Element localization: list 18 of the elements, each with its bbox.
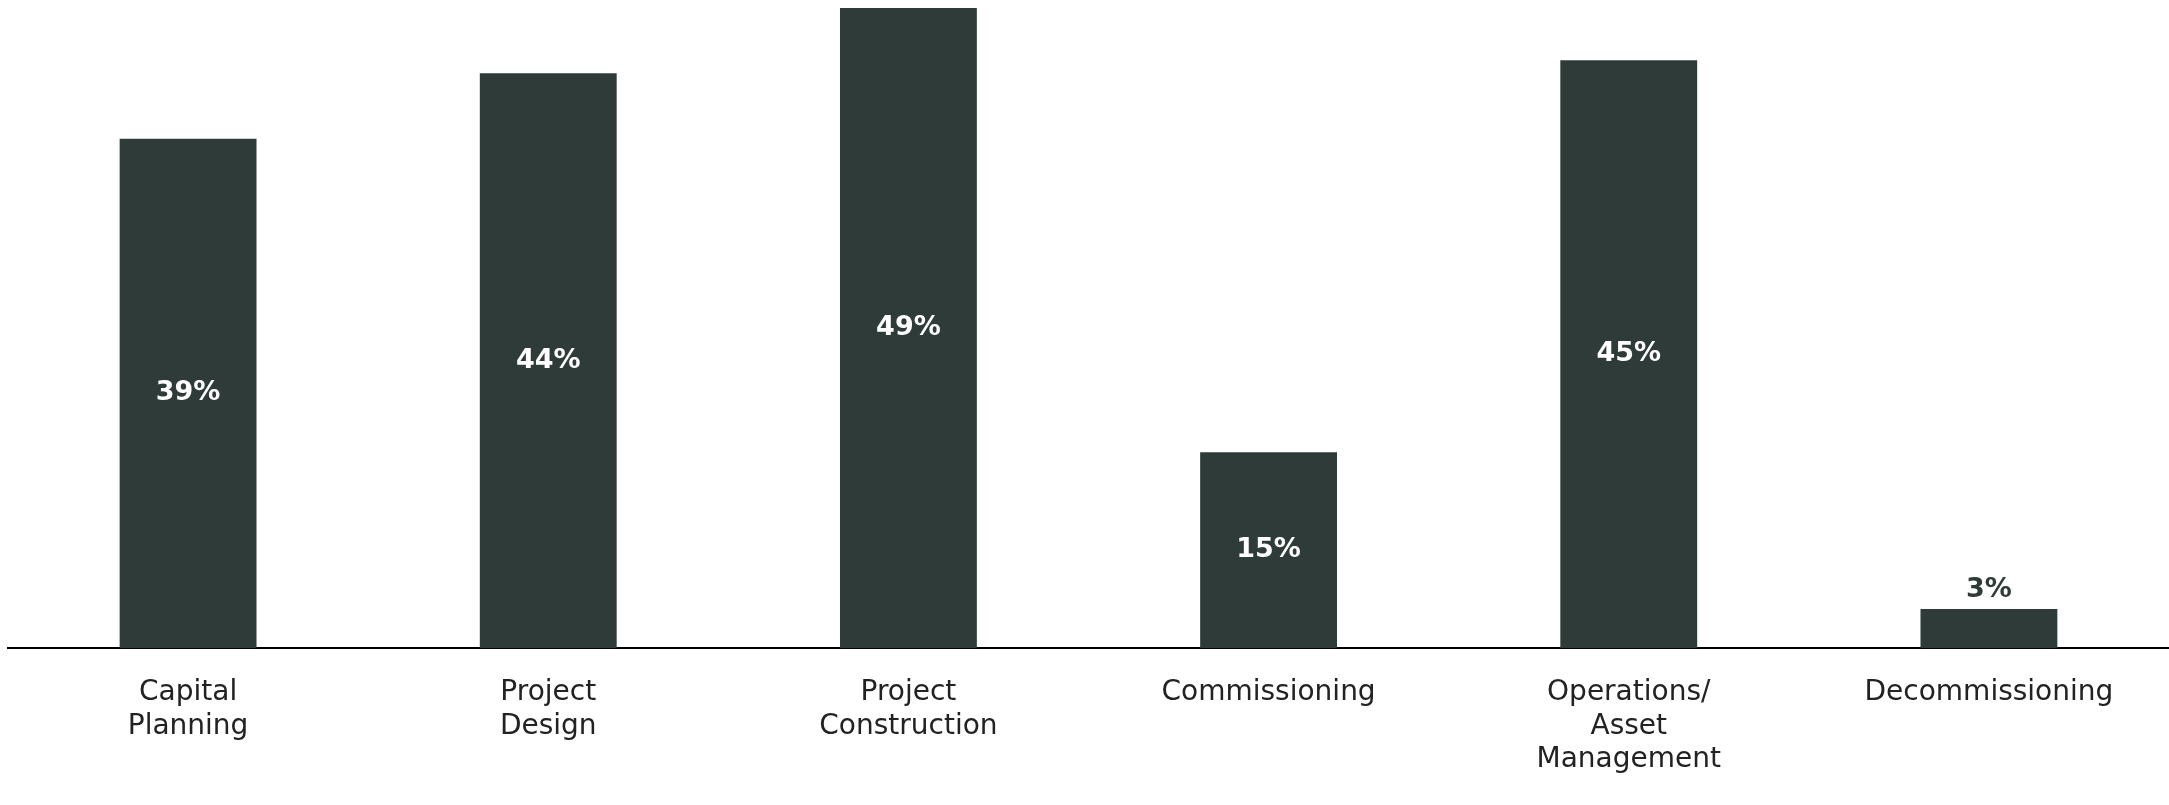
bar — [1200, 452, 1338, 649]
bar — [119, 138, 257, 649]
bar — [1920, 609, 2058, 649]
data-label: 45% — [1596, 336, 1662, 368]
x-tick-label: Decommissioning — [1864, 674, 2114, 708]
data-label: 3% — [1965, 571, 2012, 603]
bar — [1560, 60, 1698, 649]
data-label: 15% — [1236, 532, 1301, 564]
bar — [479, 73, 617, 649]
data-label: 39% — [155, 375, 221, 407]
x-tick-label: Project Construction — [819, 674, 998, 741]
x-tick-label: Operations/ Asset Management — [1536, 674, 1721, 775]
data-label: 44% — [515, 342, 581, 374]
data-label: 49% — [876, 310, 941, 342]
x-tick-label: Capital Planning — [127, 674, 249, 741]
bar — [839, 8, 977, 649]
x-tick-label: Project Design — [499, 674, 597, 741]
x-tick-label: Commissioning — [1161, 674, 1376, 708]
